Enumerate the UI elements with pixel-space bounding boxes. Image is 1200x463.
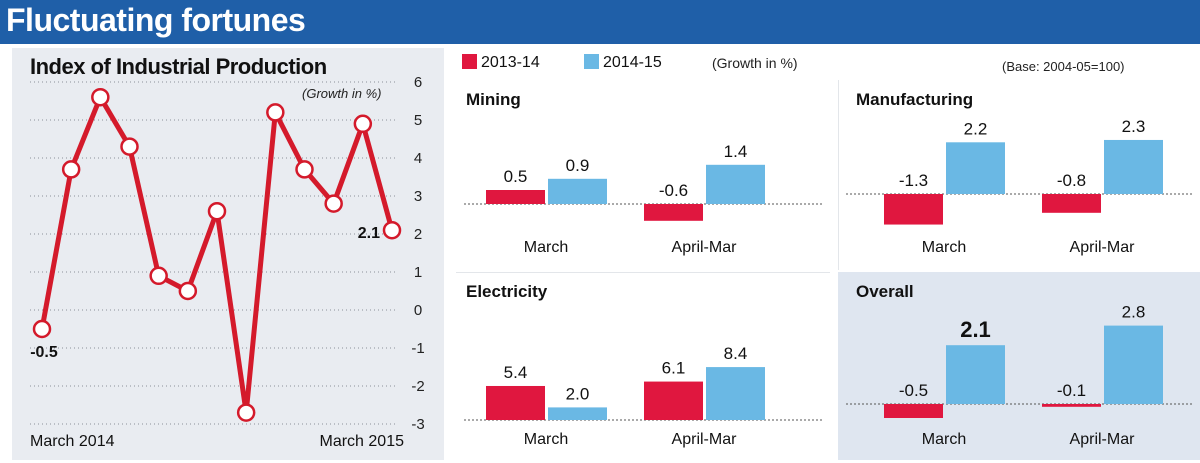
y-tick-label: 5	[414, 112, 422, 129]
bar-201314-1	[644, 381, 703, 420]
line-chart-title: Index of Industrial Production	[30, 54, 327, 79]
header-bar: Fluctuating fortunes	[0, 0, 1200, 44]
data-label: 2.0	[566, 384, 590, 403]
data-label: 0.9	[566, 156, 590, 175]
data-label: 0.5	[504, 167, 528, 186]
data-point	[353, 114, 373, 134]
panel-title-electricity: Electricity	[466, 282, 548, 301]
data-label: -1.3	[899, 171, 928, 190]
data-label: 6.1	[662, 359, 686, 378]
panel-background	[456, 80, 830, 270]
y-tick-label: 0	[414, 302, 422, 319]
data-label: -0.8	[1057, 171, 1086, 190]
bar-201314-1	[644, 204, 703, 221]
bar-201314-0	[486, 190, 545, 204]
bar-201314-0	[884, 194, 943, 225]
category-label: March	[922, 239, 966, 256]
legend-label: 2013-14	[481, 54, 540, 71]
overall-bar-chart: -0.5 2.1 March -0.1 2.8 April-Mar	[846, 303, 1192, 448]
category-label: April-Mar	[1070, 431, 1136, 448]
manufacturing-bar-chart: -1.3 2.2 March -0.8 2.3 April-Mar	[846, 117, 1192, 256]
series-line	[39, 94, 395, 416]
legend-item-2014-15: 2014-15	[584, 54, 662, 72]
data-label: 2.1	[358, 225, 380, 242]
legend-item-2013-14: 2013-14	[462, 54, 540, 72]
bar-201314-1	[1042, 194, 1101, 213]
data-label: 1.4	[724, 142, 748, 161]
category-label: April-Mar	[1070, 239, 1136, 256]
data-point	[32, 319, 52, 339]
data-point	[382, 220, 402, 240]
y-tick-label: -3	[411, 416, 424, 433]
panel-background	[456, 272, 830, 460]
manufacturing-panel: Manufacturing -1.3 2.2 March -0.8 2.3 April-M…	[838, 80, 1200, 270]
bar-201314-1	[1042, 404, 1101, 407]
bar-201415-1	[1104, 139, 1163, 194]
overall-panel: Overall -0.5 2.1 March -0.1 2.8 April-Mar	[838, 272, 1200, 460]
mining-panel: Mining 0.5 0.9 March -0.6 1.4 April-Mar	[456, 80, 830, 270]
bar-201314-0	[884, 404, 943, 418]
page-title: Fluctuating fortunes	[6, 2, 306, 38]
bar-201415-1	[1104, 325, 1163, 404]
data-point	[91, 87, 110, 107]
x-axis-label-end: March 2015	[320, 433, 405, 450]
data-point	[120, 137, 139, 156]
data-label: 2.8	[1122, 303, 1146, 322]
y-tick-label: 1	[414, 264, 422, 281]
panel-title-overall: Overall	[856, 282, 914, 301]
line-chart-panel	[12, 48, 444, 460]
legend-note: (Growth in %)	[712, 55, 798, 71]
y-tick-label: 6	[414, 74, 422, 91]
y-tick-label: 3	[414, 188, 422, 205]
x-axis-label-start: March 2014	[30, 433, 115, 450]
data-point	[266, 103, 285, 122]
legend-label: 2014-15	[603, 54, 662, 71]
category-label: April-Mar	[672, 239, 738, 256]
y-tick-label: -2	[411, 378, 424, 395]
y-tick-label: 4	[414, 150, 422, 167]
bar-201415-1	[706, 367, 765, 420]
category-label: March	[524, 239, 568, 256]
legend-swatch-2013-14	[462, 54, 477, 69]
data-point	[236, 403, 256, 422]
bar-201415-0	[548, 407, 607, 420]
legend-swatch-2014-15	[584, 54, 599, 69]
data-point	[61, 160, 81, 179]
bar-201415-0	[548, 178, 607, 204]
electricity-panel: Electricity 5.4 2.0 March 6.1 8.4 April-Mar	[456, 272, 830, 460]
y-tick-label: -1	[411, 340, 424, 357]
line-chart: 6 5 4 3 2 1 0 -1 -2 -3 -0.5 2.1 March 2014 March 2015	[30, 74, 425, 450]
data-label: -0.5	[30, 344, 58, 361]
y-tick-label: 2	[414, 226, 422, 243]
data-label: 2.3	[1122, 117, 1146, 136]
category-label: March	[524, 431, 568, 448]
bar-201415-0	[946, 142, 1005, 194]
data-label: -0.6	[659, 181, 688, 200]
category-label: April-Mar	[672, 431, 738, 448]
data-point	[178, 281, 198, 301]
data-label: -0.5	[899, 381, 928, 400]
data-label: 2.2	[964, 119, 988, 138]
data-point	[207, 201, 227, 221]
bar-201415-1	[706, 164, 765, 204]
data-label: 5.4	[504, 363, 528, 382]
mining-bar-chart: 0.5 0.9 March -0.6 1.4 April-Mar	[464, 142, 822, 256]
line-chart-unit-note: (Growth in %)	[302, 86, 382, 101]
data-point	[149, 266, 168, 286]
base-note: (Base: 2004-05=100)	[1002, 59, 1125, 74]
bar-201314-0	[486, 385, 545, 420]
bar-201415-0	[946, 345, 1005, 404]
data-label: 2.1	[960, 317, 991, 342]
category-label: March	[922, 431, 966, 448]
data-label: 8.4	[724, 344, 748, 363]
panel-title-manufacturing: Manufacturing	[856, 90, 974, 109]
data-point	[295, 160, 314, 179]
electricity-bar-chart: 5.4 2.0 March 6.1 8.4 April-Mar	[464, 344, 822, 448]
panel-title-mining: Mining	[466, 90, 521, 109]
data-label: -0.1	[1057, 381, 1086, 400]
data-point	[324, 194, 343, 213]
